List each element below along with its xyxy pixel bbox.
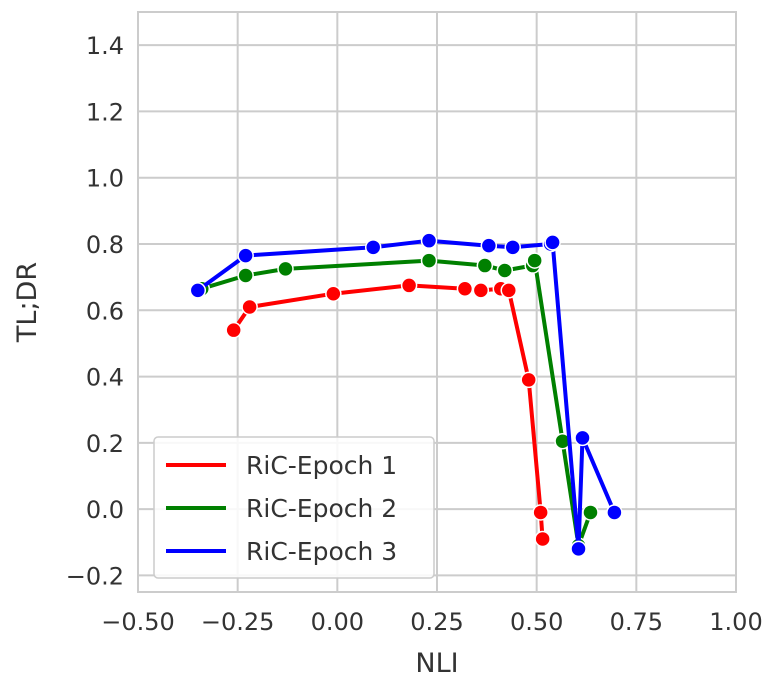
x-tick-label: 1.00 [709,608,762,636]
y-tick-label: −0.2 [66,562,124,590]
y-tick-label: 1.0 [86,165,124,193]
legend: RiC-Epoch 1 RiC-Epoch 2 RiC-Epoch 3 [153,436,435,579]
data-point [574,429,591,447]
y-tick-label: 0.0 [86,496,124,524]
data-point [476,257,494,274]
y-tick-label: 0.2 [86,430,124,458]
data-point [480,237,498,254]
series-epoch-2 [193,252,599,554]
legend-item: RiC-Epoch 1 [166,451,397,480]
data-point [526,252,543,269]
legend-label: RiC-Epoch 2 [246,494,397,523]
data-point [237,267,254,284]
data-point [189,282,207,299]
data-point [277,260,294,278]
data-point [420,252,438,269]
data-point [520,371,537,389]
series-epoch-3 [189,232,623,558]
data-point [504,239,521,256]
data-point [472,282,490,299]
plot-frame [137,11,737,593]
y-axis-label: TL;DR [12,262,43,343]
data-point [532,504,549,521]
data-point [582,504,599,521]
x-tick-label: −0.50 [101,608,175,636]
data-point [364,239,382,256]
x-tick-label: −0.25 [201,608,275,636]
y-tick-label: 1.4 [86,32,124,60]
legend-label: RiC-Epoch 1 [246,451,397,480]
data-point [420,232,438,249]
grid-lines [137,12,737,592]
legend-label: RiC-Epoch 3 [246,537,397,566]
series-epoch-1 [225,277,551,548]
data-point [570,540,587,558]
y-tick-label: 0.8 [86,231,124,259]
legend-item: RiC-Epoch 2 [166,494,397,523]
data-point [400,277,418,294]
x-axis-label: NLI [415,648,458,679]
data-point [456,280,474,297]
data-point [606,504,623,521]
data-point [496,262,514,279]
data-point [225,321,242,339]
legend-box [153,436,435,579]
x-tick-label: 0.25 [410,608,463,636]
x-tick-label: 0.50 [510,608,563,636]
x-tick-labels: −0.50 −0.25 0.00 0.25 0.50 0.75 1.00 [101,608,762,636]
x-tick-label: 0.00 [311,608,364,636]
x-tick-label: 0.75 [610,608,663,636]
y-tick-label: 1.2 [86,98,124,126]
data-point [241,298,258,316]
data-point [544,234,561,251]
data-point [500,282,518,299]
data-point [325,285,342,302]
y-tick-labels: −0.2 0.0 0.2 0.4 0.6 0.8 1.0 1.2 1.4 [66,32,124,590]
data-point [534,530,551,548]
data-point [237,247,254,264]
y-tick-label: 0.4 [86,364,124,392]
y-tick-label: 0.6 [86,297,124,325]
legend-item: RiC-Epoch 3 [166,537,397,566]
series-layer [189,232,623,558]
